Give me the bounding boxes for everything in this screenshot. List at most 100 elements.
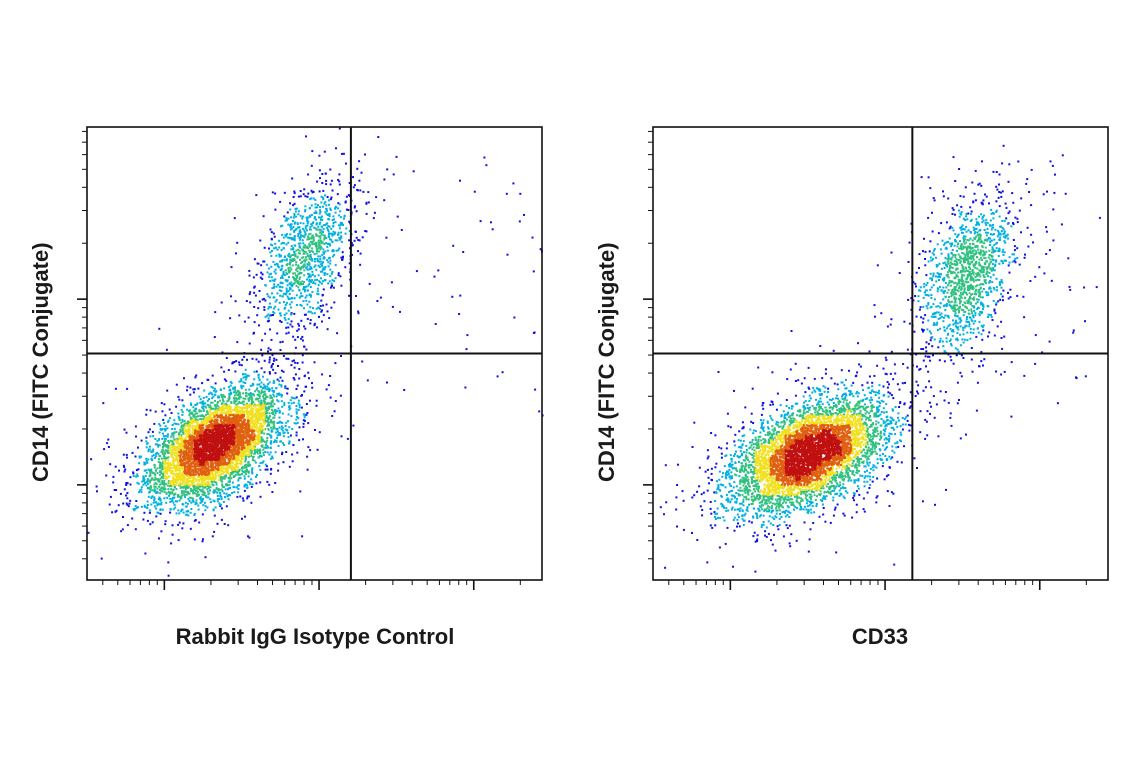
event-dot xyxy=(307,422,310,425)
event-dot xyxy=(185,473,188,476)
event-dot xyxy=(257,404,260,407)
event-dot xyxy=(245,466,248,469)
event-dot xyxy=(298,266,300,269)
event-dot xyxy=(307,261,310,264)
event-dot xyxy=(296,329,299,332)
event-dot xyxy=(174,449,177,452)
event-dot xyxy=(274,192,277,195)
event-dot xyxy=(173,448,175,451)
event-dot xyxy=(342,223,344,226)
event-dot xyxy=(172,477,175,480)
event-dot xyxy=(307,220,310,223)
event-dot xyxy=(295,285,298,287)
event-dot xyxy=(173,422,176,425)
event-dot xyxy=(256,407,259,410)
event-dot xyxy=(192,427,194,430)
event-dot xyxy=(263,393,266,396)
event-dot xyxy=(188,434,191,437)
event-dot xyxy=(234,407,237,410)
event-dot xyxy=(169,466,172,469)
event-dot xyxy=(332,222,335,224)
event-dot xyxy=(293,229,296,232)
event-dot xyxy=(154,443,157,446)
event-dot xyxy=(320,195,323,198)
event-dot xyxy=(236,405,239,408)
event-dot xyxy=(189,460,192,463)
event-dot xyxy=(285,243,288,246)
event-dot xyxy=(194,468,197,471)
event-dot xyxy=(212,499,215,502)
event-dot xyxy=(287,217,290,220)
event-dot xyxy=(298,404,301,407)
event-dot xyxy=(217,405,220,408)
event-dot xyxy=(210,480,213,483)
event-dot xyxy=(319,281,322,284)
event-dot xyxy=(186,480,189,483)
event-dot xyxy=(302,422,305,425)
event-dot xyxy=(168,466,170,469)
event-dot xyxy=(301,217,304,220)
event-dot xyxy=(269,302,271,305)
event-dot xyxy=(212,484,215,487)
event-dot xyxy=(239,413,242,415)
event-dot xyxy=(213,489,216,492)
event-dot xyxy=(205,422,208,425)
event-dot xyxy=(181,399,184,402)
event-dot xyxy=(180,441,183,444)
event-dot xyxy=(202,400,205,403)
event-dot xyxy=(337,207,339,210)
event-dot xyxy=(247,429,250,432)
event-dot xyxy=(177,415,180,418)
event-dot xyxy=(295,215,298,218)
event-dot xyxy=(295,388,298,390)
event-dot xyxy=(224,463,227,466)
event-dot xyxy=(170,472,172,475)
event-dot xyxy=(243,427,246,430)
event-dot xyxy=(181,429,184,431)
event-dot xyxy=(267,313,270,316)
event-dot xyxy=(247,448,250,450)
event-dot xyxy=(295,268,297,271)
event-dot xyxy=(196,472,199,475)
event-dot xyxy=(145,446,148,449)
event-dot xyxy=(315,241,317,244)
event-dot xyxy=(237,491,240,494)
event-dot xyxy=(300,319,303,322)
event-dot xyxy=(234,389,237,392)
event-dot xyxy=(316,292,319,295)
event-dot xyxy=(176,454,179,457)
event-dot xyxy=(147,495,150,498)
event-dot xyxy=(125,502,128,505)
event-dot xyxy=(235,411,238,414)
event-dot xyxy=(335,249,338,252)
event-dot xyxy=(341,152,343,155)
event-dot xyxy=(301,249,304,251)
event-dot xyxy=(205,416,208,419)
event-dot xyxy=(251,425,254,427)
event-dot xyxy=(195,418,197,421)
event-dot xyxy=(322,251,325,254)
event-dot xyxy=(201,382,204,385)
event-dot xyxy=(238,400,241,403)
event-dot xyxy=(248,454,251,456)
event-dot xyxy=(167,456,170,459)
event-dot xyxy=(198,424,201,427)
event-dot xyxy=(327,243,330,245)
event-dot xyxy=(195,420,198,423)
event-dot xyxy=(289,225,292,228)
event-dot xyxy=(222,470,225,473)
event-dot xyxy=(262,448,265,451)
event-dot xyxy=(204,484,207,487)
event-dot xyxy=(143,505,146,508)
event-dot xyxy=(254,405,257,408)
event-dot xyxy=(232,485,235,488)
event-dot xyxy=(309,241,312,243)
event-dot xyxy=(206,483,208,486)
event-dot xyxy=(269,388,271,391)
event-dot xyxy=(171,481,173,484)
event-dot xyxy=(153,464,156,467)
event-dot xyxy=(297,242,300,245)
event-dot xyxy=(221,484,224,487)
event-dot xyxy=(214,399,216,402)
event-dot xyxy=(167,420,169,423)
